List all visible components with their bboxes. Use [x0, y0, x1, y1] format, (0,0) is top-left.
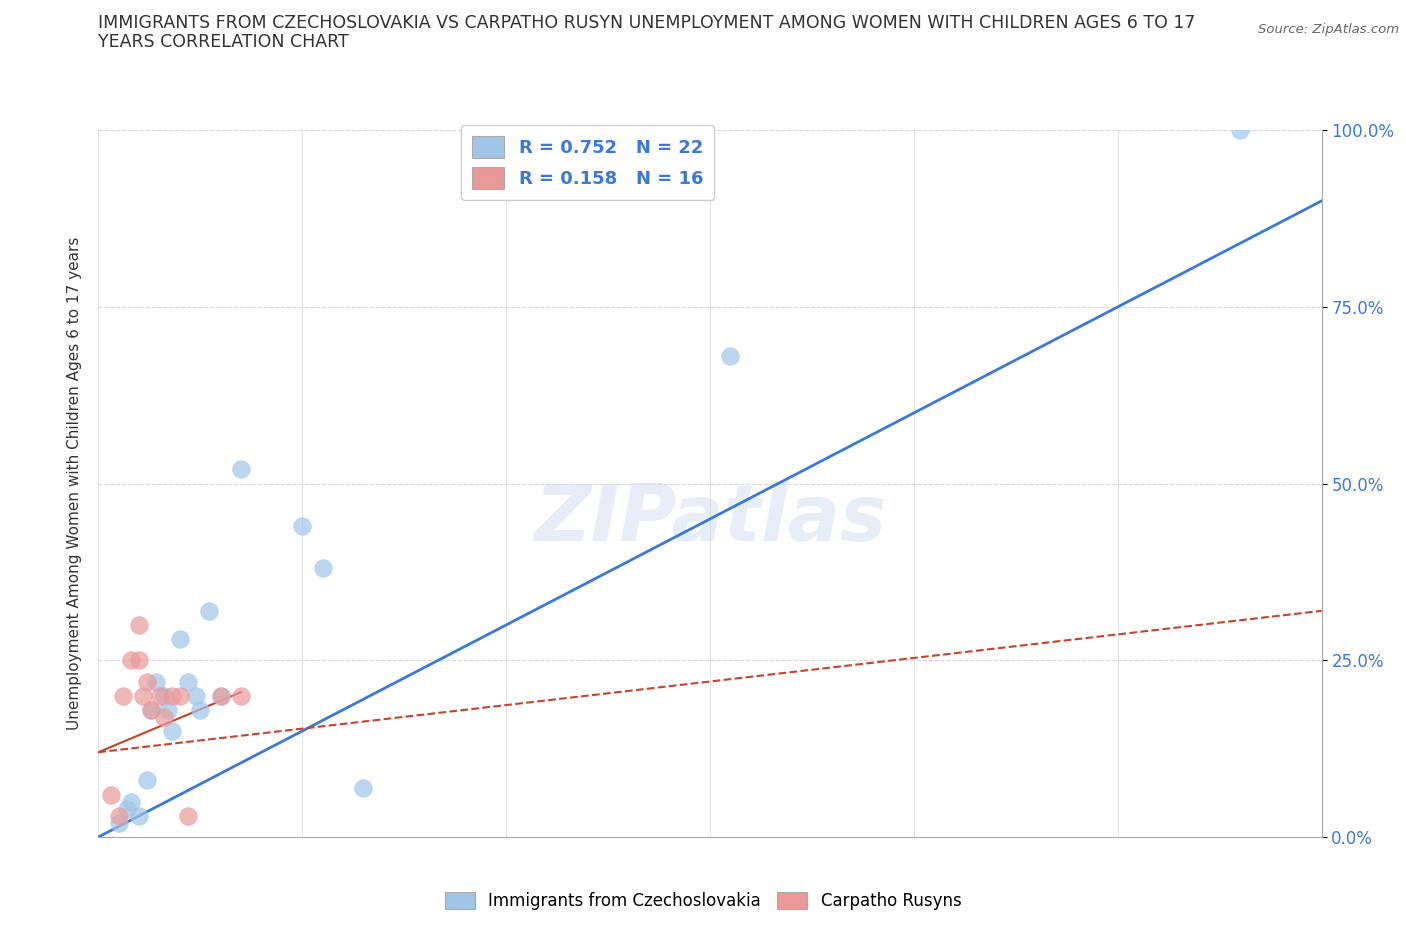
Text: ZIPatlas: ZIPatlas	[534, 481, 886, 557]
Point	[100, 787, 122, 802]
Point	[177, 808, 200, 823]
Point	[291, 519, 314, 534]
Legend: R = 0.752   N = 22, R = 0.158   N = 16: R = 0.752 N = 22, R = 0.158 N = 16	[461, 126, 714, 200]
Y-axis label: Unemployment Among Women with Children Ages 6 to 17 years: Unemployment Among Women with Children A…	[66, 237, 82, 730]
Point	[152, 710, 174, 724]
Point	[128, 808, 150, 823]
Text: Source: ZipAtlas.com: Source: ZipAtlas.com	[1258, 23, 1399, 36]
Point	[108, 816, 131, 830]
Point	[132, 688, 155, 703]
Point	[141, 702, 163, 717]
Point	[156, 702, 179, 717]
Point	[209, 688, 232, 703]
Point	[120, 794, 142, 809]
Point	[108, 808, 131, 823]
Point	[128, 618, 150, 632]
Point	[152, 688, 174, 703]
Point	[718, 349, 742, 364]
Point	[145, 674, 167, 689]
Point	[186, 688, 208, 703]
Point	[352, 780, 374, 795]
Point	[128, 653, 150, 668]
Point	[311, 561, 335, 576]
Point	[209, 688, 232, 703]
Text: IMMIGRANTS FROM CZECHOSLOVAKIA VS CARPATHO RUSYN UNEMPLOYMENT AMONG WOMEN WITH C: IMMIGRANTS FROM CZECHOSLOVAKIA VS CARPAT…	[98, 14, 1195, 32]
Point	[111, 688, 134, 703]
Point	[188, 702, 211, 717]
Point	[177, 674, 200, 689]
Point	[136, 773, 159, 788]
Point	[229, 462, 253, 477]
Point	[160, 724, 183, 738]
Point	[160, 688, 183, 703]
Point	[120, 653, 142, 668]
Point	[197, 604, 219, 618]
Point	[149, 688, 172, 703]
Point	[141, 702, 163, 717]
Point	[229, 688, 253, 703]
Point	[136, 674, 159, 689]
Point	[115, 802, 138, 817]
Point	[1229, 123, 1251, 138]
Point	[169, 631, 191, 646]
Point	[169, 688, 191, 703]
Text: YEARS CORRELATION CHART: YEARS CORRELATION CHART	[98, 33, 349, 50]
Legend: Immigrants from Czechoslovakia, Carpatho Rusyns: Immigrants from Czechoslovakia, Carpatho…	[437, 885, 969, 917]
